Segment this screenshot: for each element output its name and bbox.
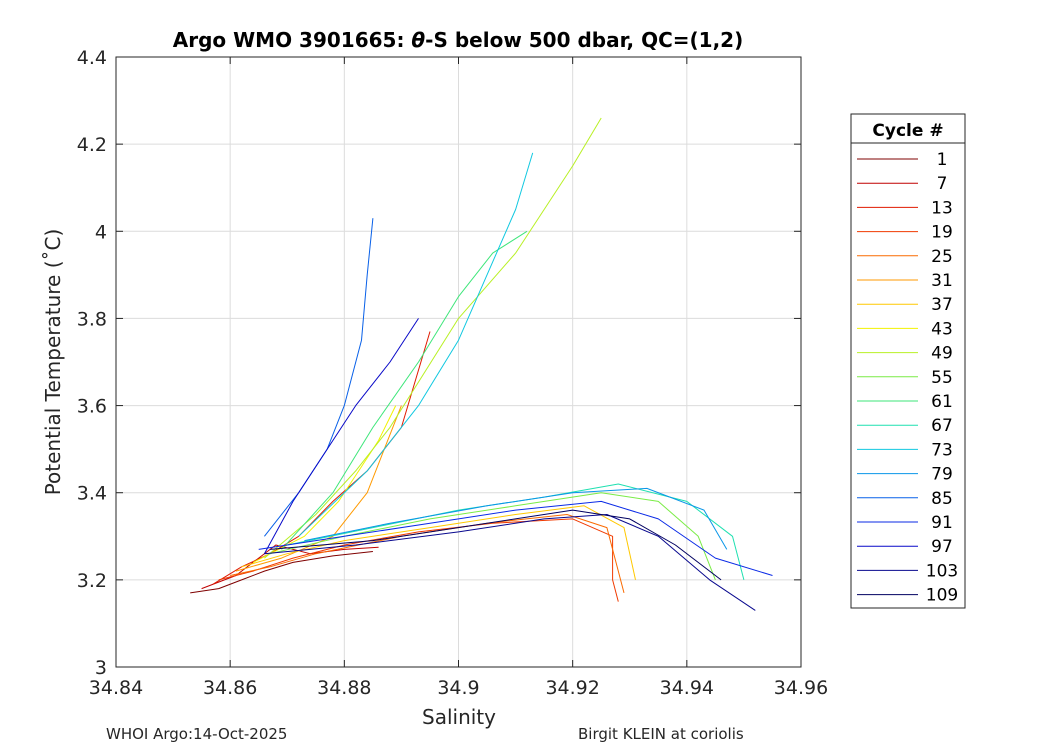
legend-box: [850, 113, 966, 609]
legend-label: 1: [937, 150, 948, 170]
legend-label: 31: [931, 271, 953, 291]
series-line-cycle-67: [287, 483, 745, 581]
series-line-cycle-97: [263, 318, 419, 554]
series-line-cycle-37: [241, 505, 636, 581]
legend-label: 13: [931, 198, 953, 218]
legend-label: 67: [931, 416, 953, 436]
y-tick-label: 3.6: [77, 396, 107, 418]
y-tick-label: 3.8: [77, 308, 107, 330]
y-tick-label: 4.4: [77, 47, 107, 69]
x-tick-label: 34.92: [545, 677, 599, 699]
legend-label: 91: [931, 513, 953, 533]
y-tick-label: 3.4: [77, 483, 107, 505]
legend-label: 19: [931, 223, 953, 243]
y-axis-label: Potential Temperature (˚C): [41, 229, 65, 496]
legend-label: 103: [926, 561, 958, 581]
legend-label: 25: [931, 247, 953, 267]
series-line-cycle-55: [269, 492, 716, 581]
x-tick-label: 34.9: [437, 677, 479, 699]
series-line-cycle-43: [252, 405, 397, 563]
series-lines: [190, 117, 773, 611]
series-line-cycle-1: [190, 551, 373, 594]
legend-entries: 1 7 13 19 25 31 37 43 49 55 61 67 73 79 85 91 97 103 109: [857, 150, 958, 606]
series-line-cycle-73: [298, 152, 534, 537]
y-tick-label: 3: [95, 657, 107, 679]
series-line-cycle-61: [281, 230, 528, 550]
legend-label: 43: [931, 319, 953, 339]
x-tick-label: 34.84: [89, 677, 143, 699]
chart-title: Argo WMO 3901665: θ-S below 500 dbar, QC…: [173, 28, 743, 52]
legend-label: 37: [931, 295, 953, 315]
series-line-cycle-103: [264, 514, 756, 611]
legend-label: 85: [931, 489, 953, 509]
legend-label: 7: [937, 174, 948, 194]
legend-label: 49: [931, 344, 953, 364]
footer-credit: WHOI Argo:14-Oct-2025: [106, 725, 288, 743]
x-tick-label: 34.96: [774, 677, 828, 699]
legend-label: 79: [931, 465, 953, 485]
y-tick-label: 4.2: [77, 134, 107, 156]
x-tick-label: 34.88: [317, 677, 371, 699]
legend-label: 97: [931, 537, 953, 557]
legend-title: Cycle #: [872, 121, 943, 141]
ticks: 34.84 34.86 34.88 34.9 34.92 34.94 34.96 3 3.2 3.…: [77, 47, 828, 699]
x-tick-label: 34.86: [203, 677, 257, 699]
series-line-cycle-49: [264, 117, 602, 559]
series-line-cycle-109: [270, 509, 722, 581]
series-line-cycle-79: [304, 487, 728, 550]
series-line-cycle-91: [258, 500, 773, 576]
y-tick-label: 4: [95, 221, 107, 243]
series-line-cycle-31: [235, 405, 402, 572]
legend-label: 73: [931, 440, 953, 460]
legend-label: 55: [931, 368, 953, 388]
legend: Cycle # 1 7 13 19 25 31 37 43 49 55 61 67 73 79 85 91 97…: [850, 113, 966, 609]
y-tick-label: 3.2: [77, 570, 107, 592]
x-tick-label: 34.94: [660, 677, 714, 699]
x-axis-label: Salinity: [422, 705, 496, 729]
legend-label: 61: [931, 392, 953, 412]
legend-label: 109: [926, 586, 958, 606]
footer-operator: Birgit KLEIN at coriolis: [578, 725, 744, 743]
